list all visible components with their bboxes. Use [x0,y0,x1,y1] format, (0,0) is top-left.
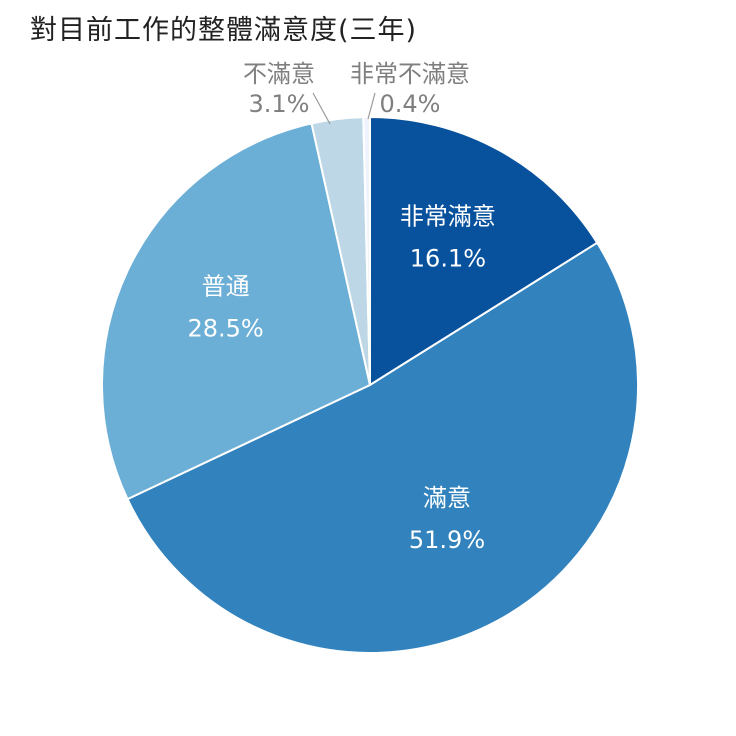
pie-slice-1 [369,116,599,386]
slice-value-5: 0.4% [380,90,441,118]
slice-label-1: 非常滿意 [400,202,496,230]
slice-value-2: 51.9% [409,526,485,554]
chart-title: 對目前工作的整體滿意度(三年) [30,15,418,46]
pie-slices [101,116,639,654]
slice-value-3: 28.5% [187,314,263,342]
pie-slice-5 [362,116,371,386]
pie-slice-3 [101,122,371,501]
slice-value-1: 16.1% [410,244,486,272]
slice-label-4: 不滿意 [243,60,315,88]
slice-value-4: 3.1% [249,90,310,118]
leader-line-4 [312,92,331,125]
leader-lines [312,92,376,125]
slice-label-3: 普通 [202,272,250,300]
leader-line-5 [367,92,376,120]
pie-slice-2 [126,241,639,654]
slice-label-5: 非常不滿意 [350,60,470,88]
slice-label-2: 滿意 [423,484,471,512]
